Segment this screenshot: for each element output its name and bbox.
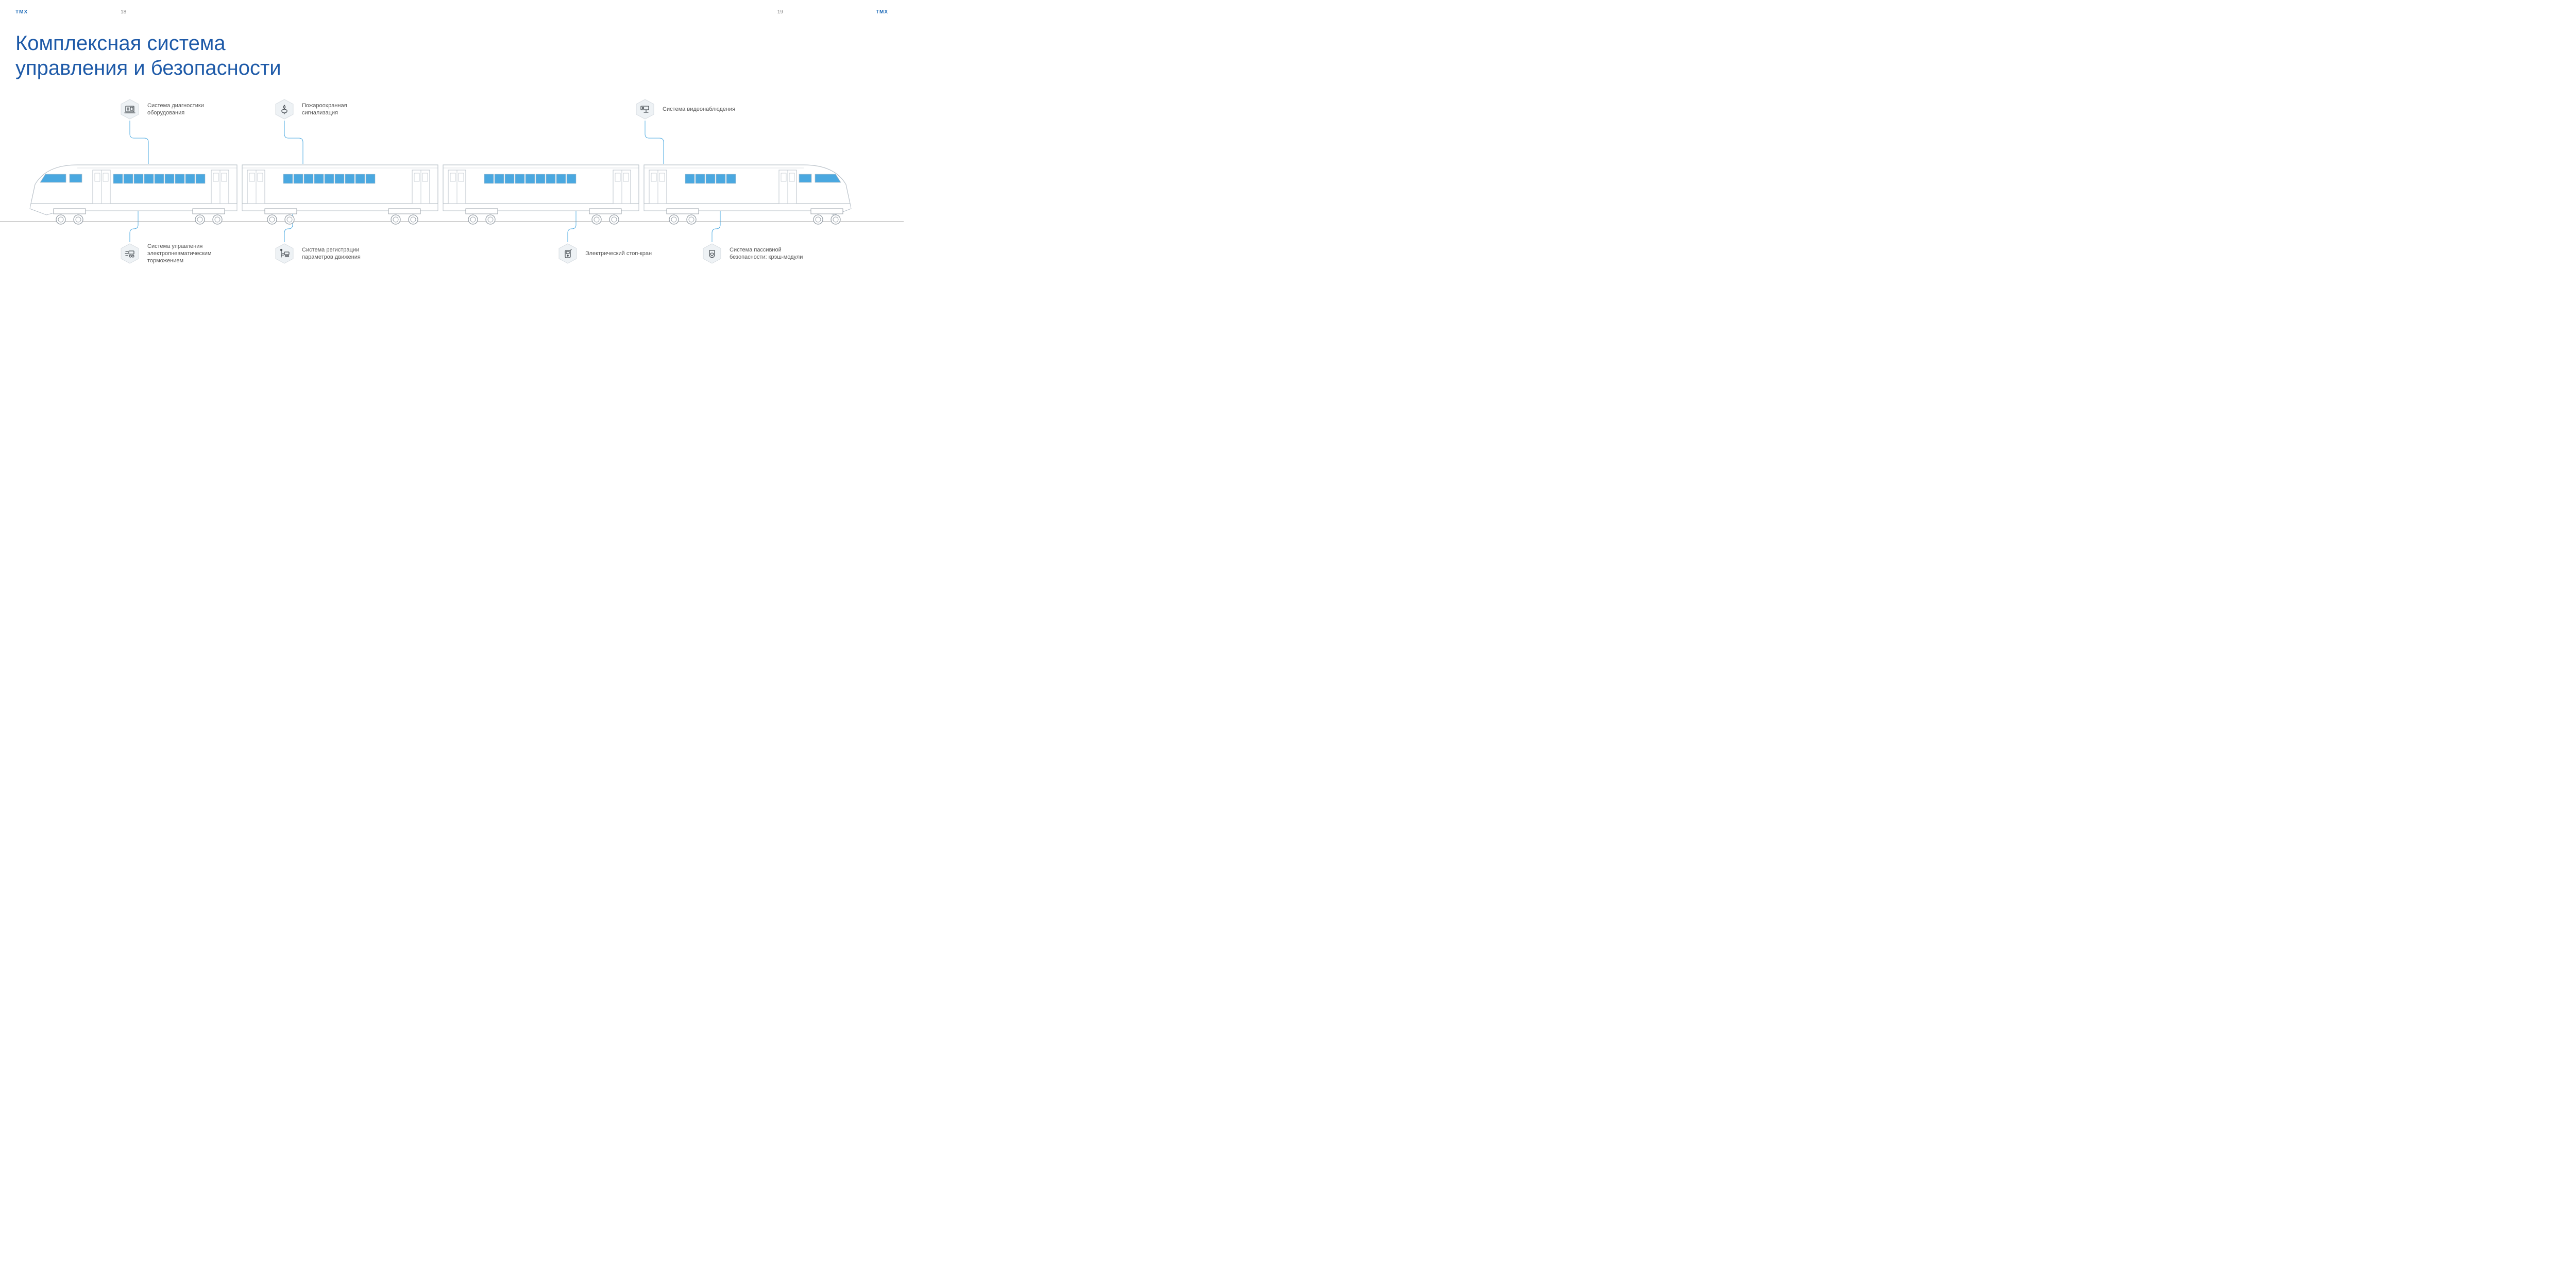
title-line-1: Комплексная система — [15, 31, 281, 56]
crash-icon — [701, 242, 723, 265]
callout-diag: Система диагностики оборудования — [118, 98, 230, 121]
callout-label-reg: Система регистрации параметров движения — [302, 246, 384, 261]
callout-label-brake: Система управления электропневматическим… — [147, 243, 230, 265]
callout-reg: Система регистрации параметров движения — [273, 242, 384, 265]
callout-label-fire: Пожароохранная сигнализация — [302, 102, 384, 117]
brake-icon — [118, 242, 141, 265]
fire-icon — [273, 98, 296, 121]
callout-brake: Система управления электропневматическим… — [118, 242, 230, 265]
callout-label-stop: Электрический стоп-кран — [585, 250, 652, 257]
callout-fire: Пожароохранная сигнализация — [273, 98, 384, 121]
page-title: Комплексная система управления и безопас… — [15, 31, 281, 80]
train-svg — [0, 155, 904, 237]
reg-icon — [273, 242, 296, 265]
stop-icon — [556, 242, 579, 265]
brand-right: TMX — [876, 9, 888, 15]
callout-label-crash: Система пассивной безопасности: крэш-мод… — [730, 246, 812, 261]
callout-label-cctv: Система видеонаблюдения — [663, 106, 735, 113]
page-number-left: 18 — [121, 9, 126, 15]
train-diagram: Система диагностики оборудования Пожароо… — [0, 98, 904, 314]
brand-left: TMX — [15, 9, 28, 15]
callout-stop: Электрический стоп-кран — [556, 242, 652, 265]
cctv-icon — [634, 98, 656, 121]
callout-label-diag: Система диагностики оборудования — [147, 102, 230, 117]
page-number-right: 19 — [777, 9, 783, 15]
callout-cctv: Система видеонаблюдения — [634, 98, 735, 121]
page-header: TMX 18 19 TMX — [0, 9, 904, 15]
diag-icon — [118, 98, 141, 121]
callout-crash: Система пассивной безопасности: крэш-мод… — [701, 242, 812, 265]
title-line-2: управления и безопасности — [15, 56, 281, 80]
